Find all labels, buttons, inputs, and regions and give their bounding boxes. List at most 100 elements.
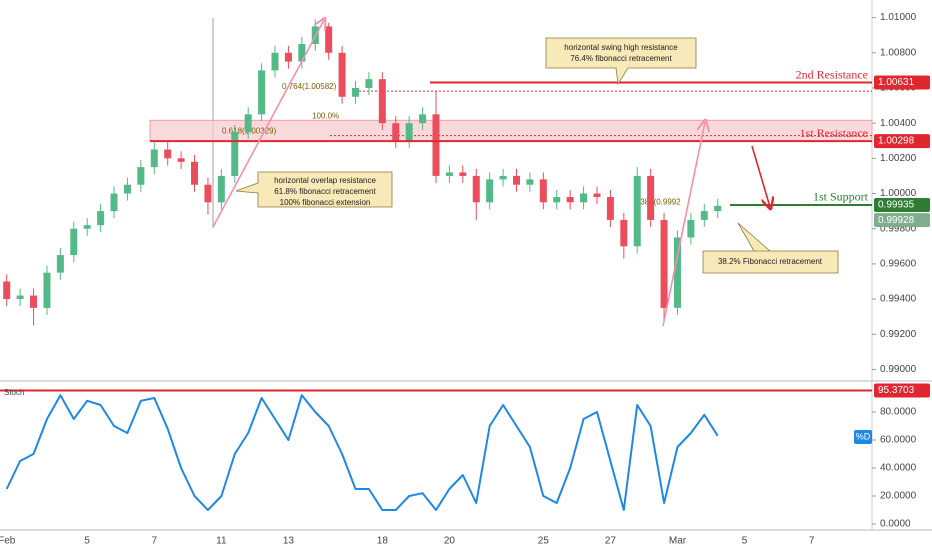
y-tick-label: 0.99200 <box>880 329 917 340</box>
y-tick-label: 0.0000 <box>880 519 911 530</box>
candle-body <box>580 193 588 203</box>
candle-body <box>16 295 24 300</box>
fib-label: 100.0% <box>312 111 339 120</box>
price-badge <box>874 75 930 90</box>
note-text: horizontal swing high resistance <box>564 43 678 52</box>
price-badge-label: 0.99935 <box>878 200 915 211</box>
candle-body <box>123 184 131 194</box>
candle-body <box>258 70 266 115</box>
note-box <box>235 171 393 208</box>
candle-body <box>137 167 145 185</box>
candle-body <box>150 149 158 168</box>
candle-body <box>472 175 480 203</box>
candle-body <box>606 197 614 220</box>
stoch-line <box>5 394 719 511</box>
arrow <box>662 122 705 327</box>
x-tick-label: 25 <box>538 536 550 547</box>
note-box <box>545 37 697 86</box>
candle-body <box>459 172 467 176</box>
candle-body <box>204 184 212 203</box>
y-tick-label: 1.00200 <box>880 153 917 164</box>
note-text: 76.4% fibonacci retracement <box>570 54 672 63</box>
candle-body <box>673 237 681 308</box>
y-tick-label: 0.99800 <box>880 223 917 234</box>
candle-body <box>419 114 427 124</box>
plot: 0.99000 0.99200 0.99400 0.99600 0.99800 1.000… <box>0 12 930 547</box>
stoch-legend-badge <box>854 430 872 444</box>
x-tick-label: 5 <box>742 536 748 547</box>
y-tick-label: 60.0000 <box>880 435 917 446</box>
price-badge-label: 1.00631 <box>878 77 915 88</box>
candle-body <box>70 228 78 256</box>
x-tick-label: 27 <box>605 536 617 547</box>
level-label: 1st Support <box>813 190 869 204</box>
candle-body <box>191 161 199 185</box>
price-badge-label: 1.00298 <box>878 136 915 147</box>
candle-body <box>217 175 225 203</box>
x-tick-label: 20 <box>444 536 456 547</box>
y-tick-label: 1.00400 <box>880 118 917 129</box>
fib-label: .382(0.9992 <box>638 197 681 206</box>
candle-body <box>365 79 373 88</box>
stoch-badge <box>874 383 930 398</box>
y-tick-label: 20.0000 <box>880 491 917 502</box>
candle-body <box>164 149 172 159</box>
candle-body <box>593 193 601 198</box>
y-tick-label: 40.0000 <box>880 463 917 474</box>
candle-body <box>512 175 520 185</box>
candle-body <box>110 193 118 212</box>
candle-body <box>633 175 641 247</box>
note-box <box>702 222 839 274</box>
note-text: 100% fibonacci extension <box>280 198 371 207</box>
candle-body <box>647 175 655 220</box>
candle-body <box>3 281 11 300</box>
candle-body <box>43 272 51 308</box>
candle-body <box>30 295 38 308</box>
note-text: 61.8% fibonacci retracement <box>274 187 376 196</box>
y-tick-label: 80.0000 <box>880 407 917 418</box>
arrow <box>212 20 324 228</box>
candle-body <box>352 87 360 97</box>
y-tick-label: 1.00800 <box>880 47 917 58</box>
candle-body <box>378 79 386 124</box>
note-text: horizontal overlap resistance <box>274 176 376 185</box>
x-tick-label: 5 <box>84 536 90 547</box>
y-tick-label: 0.99600 <box>880 259 917 270</box>
y-tick-label: 1.01000 <box>880 12 917 23</box>
candle-body <box>405 123 413 141</box>
candle-body <box>499 175 507 180</box>
candle-body <box>325 26 333 53</box>
x-tick-label: 11 <box>216 536 227 547</box>
candle-body <box>284 52 292 62</box>
candle-body <box>620 219 628 247</box>
candle-body <box>271 52 279 71</box>
candle-body <box>539 179 547 203</box>
x-tick-label: 18 <box>377 536 389 547</box>
y-tick-label: 1.00000 <box>880 188 917 199</box>
y-tick-label: 0.99400 <box>880 294 917 305</box>
stoch-badge-label: 95.3703 <box>878 385 915 396</box>
candle-body <box>486 179 494 203</box>
x-tick-label: 13 <box>283 536 295 547</box>
fib-label: 0.764(1.00582) <box>282 82 337 91</box>
candle-body <box>338 52 346 97</box>
x-tick-label: 7 <box>809 536 815 547</box>
price-badge <box>874 134 930 149</box>
candle-body <box>526 179 534 185</box>
candle-body <box>714 205 722 212</box>
x-tick-label: 7 <box>151 536 157 547</box>
candle-body <box>177 158 185 162</box>
candle-body <box>56 255 64 273</box>
last-price-badge <box>874 213 930 228</box>
candle-body <box>244 114 252 132</box>
candle-body <box>432 114 440 176</box>
candle-body <box>700 211 708 220</box>
candle-body <box>298 43 306 62</box>
stoch-legend: %D <box>856 431 871 441</box>
candle-body <box>687 219 695 238</box>
candle-body <box>83 225 91 229</box>
candle-body <box>553 197 561 203</box>
arrow <box>751 145 770 207</box>
